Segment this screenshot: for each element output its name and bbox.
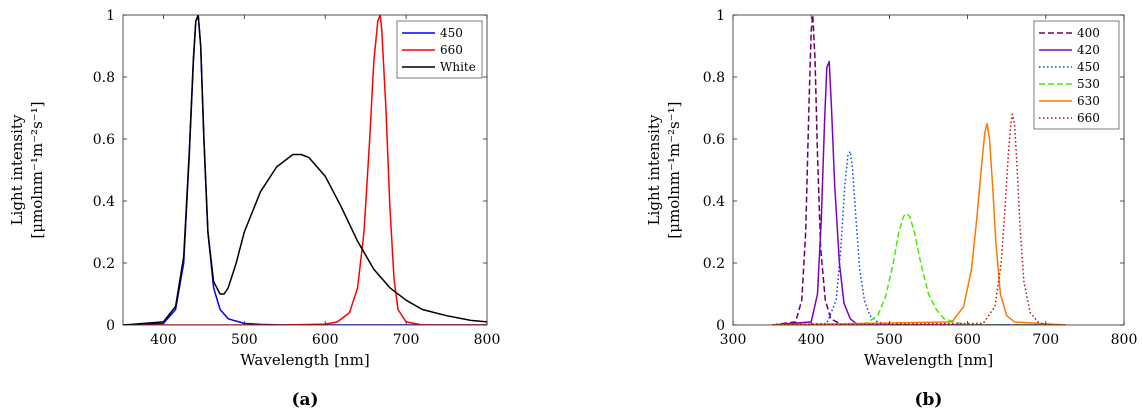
y-tick-label: 0.2 [703,256,725,272]
series-line-White [123,15,487,325]
y-tick-label: 1 [716,8,725,24]
legend-label-660: 660 [1077,111,1100,125]
panel-label: (a) [291,390,318,410]
y-tick-label: 0.8 [93,70,115,86]
chart-panel-b: 300 400 500 600 700 800 0 0.2 0.4 0.6 0.8 1 Waveleng… [645,8,1137,410]
series-line-660 [772,113,1066,325]
y-tick-label: 0.6 [703,132,725,148]
legend-label-530: 530 [1077,77,1100,91]
legend-label-450: 450 [1077,60,1100,74]
chart-panel-a: 400 500 600 700 800 0 0.2 0.4 0.6 0.8 1 Wavelength … [8,8,500,410]
axes-box [122,14,488,326]
legend-label-400: 400 [1077,26,1100,40]
x-tick-label: 600 [954,332,981,348]
y-tick-label: 0.4 [93,194,115,210]
y-tick-label: 0 [716,318,725,334]
x-axis-label: Wavelength [nm] [864,351,993,369]
legend: 450 660 White [396,20,483,79]
series-line-420 [772,60,1066,325]
x-tick-label: 500 [876,332,903,348]
series-line-660 [123,15,487,325]
x-tick-label: 700 [393,332,420,348]
y-axis-label-line2: [μmolnm⁻¹m⁻²s⁻¹] [28,101,46,238]
series-line-530 [772,212,1066,325]
panel-label: (b) [915,390,943,410]
x-tick-label: 300 [720,332,747,348]
axes-box [732,14,1125,326]
legend-box [1033,20,1120,130]
x-tick-label: 500 [231,332,258,348]
y-axis-label-line2: [μmolnm⁻¹m⁻²s⁻¹] [665,101,683,238]
series-line-400 [772,15,1066,325]
y-axis-label-line1: Light intensity [645,114,663,225]
y-axis-label-line1: Light intensity [8,114,26,225]
y-tick-label: 0.8 [703,70,725,86]
y-tick-label: 0.4 [703,194,725,210]
x-axis-label: Wavelength [nm] [240,351,369,369]
x-tick-label: 800 [1111,332,1138,348]
y-tick-label: 0.2 [93,256,115,272]
legend-label-420: 420 [1077,43,1100,57]
series-line-630 [772,122,1066,325]
y-tick-label: 0 [106,318,115,334]
x-tick-label: 600 [312,332,339,348]
x-tick-label: 700 [1032,332,1059,348]
legend-label-450: 450 [440,26,463,40]
legend-label-630: 630 [1077,94,1100,108]
y-tick-label: 0.6 [93,132,115,148]
legend: 400 420 450 530 630 660 [1033,20,1120,130]
legend-label-660: 660 [440,43,463,57]
x-tick-label: 800 [474,332,501,348]
x-tick-label: 400 [798,332,825,348]
legend-label-White: White [440,60,476,74]
y-tick-label: 1 [106,8,115,24]
x-tick-label: 400 [150,332,177,348]
